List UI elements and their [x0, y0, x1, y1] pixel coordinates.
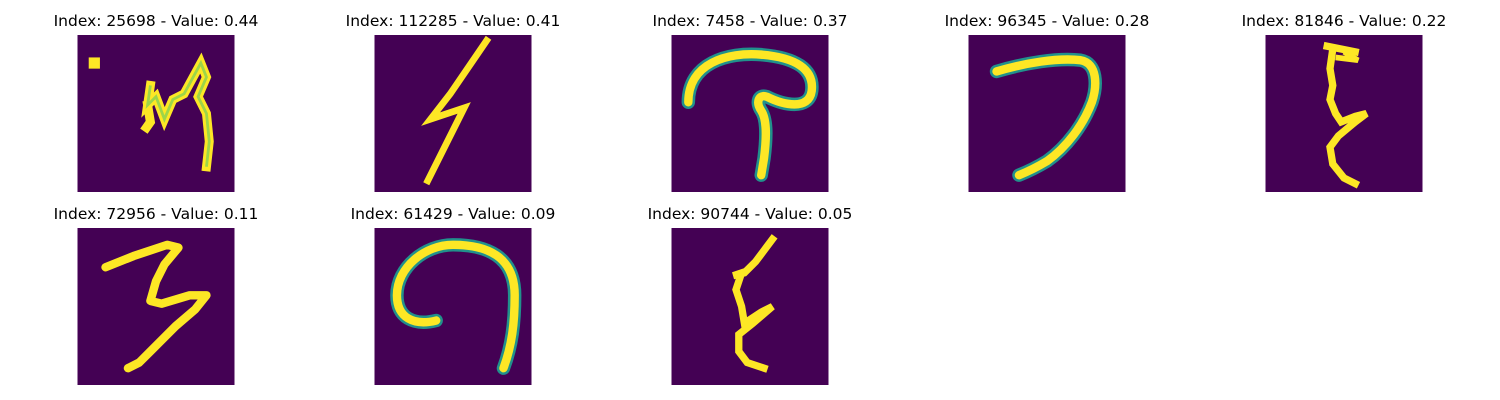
- panel-image: [1265, 35, 1423, 192]
- panel-title: Index: 112285 - Value: 0.41: [345, 12, 561, 30]
- panel-title: Index: 96345 - Value: 0.28: [944, 12, 1150, 30]
- panel-image: [671, 228, 829, 385]
- panel-image: [671, 35, 829, 192]
- panel-title: Index: 72956 - Value: 0.11: [53, 205, 259, 223]
- panel-title: Index: 25698 - Value: 0.44: [53, 12, 259, 30]
- panel-image: [374, 35, 532, 192]
- panel-title: Index: 81846 - Value: 0.22: [1241, 12, 1447, 30]
- panel-title: Index: 7458 - Value: 0.37: [652, 12, 848, 30]
- panel-image: [374, 228, 532, 385]
- panel-image: [968, 35, 1126, 192]
- panel-title: Index: 90744 - Value: 0.05: [647, 205, 853, 223]
- panel-title: Index: 61429 - Value: 0.09: [350, 205, 556, 223]
- panel-image: [77, 35, 235, 192]
- panel-image: [77, 228, 235, 385]
